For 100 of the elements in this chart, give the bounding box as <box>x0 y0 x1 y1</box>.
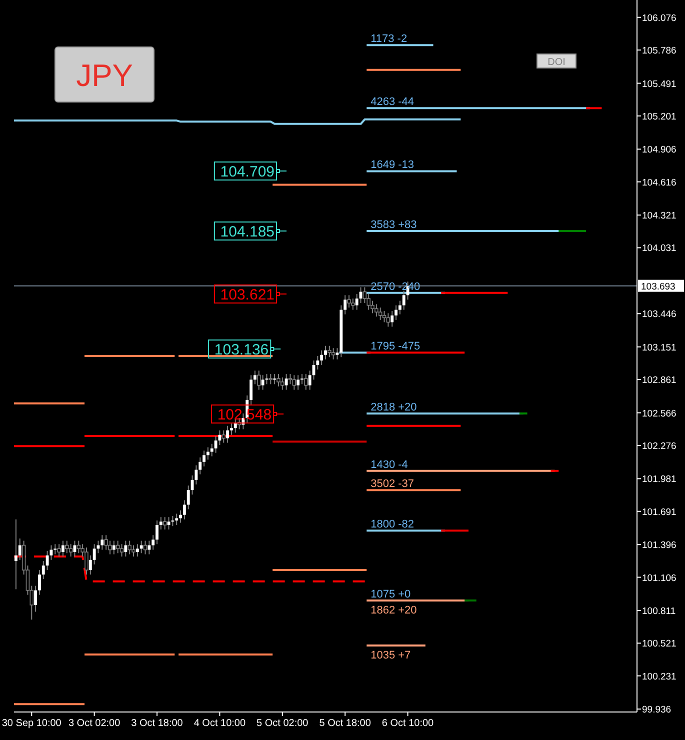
annotation: 1173 -2 <box>370 33 408 46</box>
candlestick <box>320 350 324 366</box>
candlestick <box>84 547 88 576</box>
annotation: JPY <box>76 58 133 93</box>
y-tick-label: 105.201 <box>642 111 676 122</box>
annotation: 103.136 <box>214 342 269 358</box>
y-tick-label: 102.861 <box>642 375 676 386</box>
candlestick <box>331 348 336 360</box>
candlestick <box>210 443 214 457</box>
annotation: 1649 -13 <box>370 159 414 172</box>
annotation: 1430 -4 <box>370 458 408 471</box>
candlestick <box>76 540 81 554</box>
candlestick <box>250 374 253 405</box>
candlestick <box>402 290 406 310</box>
candlestick <box>152 534 155 550</box>
annotation: 4263 -44 <box>370 96 414 108</box>
y-tick-label: 103.151 <box>642 342 676 354</box>
candlestick <box>202 450 206 467</box>
annotation: 2818 +20 <box>370 401 417 414</box>
y-tick-label: 101.396 <box>642 540 676 552</box>
annotation: 1795 -475 <box>370 340 420 353</box>
candlestick <box>57 544 61 558</box>
candlestick <box>304 374 308 390</box>
annotation: 1800 -82 <box>370 518 414 531</box>
y-tick-label: 106.076 <box>642 12 676 24</box>
candlestick <box>156 520 158 545</box>
candlestick <box>148 540 151 555</box>
candlestick <box>171 515 174 527</box>
candlestick <box>280 376 284 390</box>
candlestick <box>54 544 57 555</box>
candlestick <box>182 500 186 520</box>
candlestick <box>261 374 264 390</box>
candlestick <box>92 544 96 565</box>
candlestick <box>159 516 162 530</box>
candlestick <box>344 294 347 315</box>
y-tick-label: 102.566 <box>642 408 676 420</box>
y-tick-label: 100.521 <box>642 638 676 650</box>
candlestick <box>88 554 92 576</box>
x-tick-label: 4 Oct 10:00 <box>194 718 246 729</box>
annotation: 1075 +0 <box>370 588 411 600</box>
candlestick <box>112 540 116 555</box>
x-tick-label: 5 Oct 18:00 <box>319 718 372 729</box>
candlestick <box>347 294 351 308</box>
candlestick <box>390 310 394 328</box>
candlestick <box>374 304 378 318</box>
annotation: 1862 +20 <box>370 604 417 616</box>
candlestick <box>132 544 136 558</box>
annotation: DOI <box>548 57 566 68</box>
candlestick <box>100 534 104 550</box>
candlestick <box>382 310 386 323</box>
annotation: 3502 -37 <box>370 478 414 490</box>
candlestick <box>68 544 73 558</box>
x-tick-label: 5 Oct 02:00 <box>256 718 309 729</box>
candlestick <box>120 544 124 558</box>
candlestick <box>14 518 18 590</box>
candlestick <box>206 446 210 460</box>
candlestick <box>222 430 226 444</box>
y-tick-label: 104.321 <box>642 210 676 222</box>
candlestick <box>136 544 139 558</box>
candlestick <box>378 307 382 320</box>
candlestick <box>284 374 288 390</box>
annotation: 104.185 <box>220 224 275 240</box>
x-tick-label: 6 Oct 10:00 <box>382 718 434 729</box>
candlestick <box>351 298 355 310</box>
candlestick <box>65 540 69 554</box>
candlestick <box>273 374 276 385</box>
candlestick <box>179 510 182 524</box>
y-tick-label: 99.936 <box>642 704 672 716</box>
y-tick-label: 103.446 <box>642 309 676 320</box>
y-tick-label: 101.691 <box>642 506 676 518</box>
y-tick-label: 104.616 <box>642 177 676 188</box>
annotation: 1035 +7 <box>370 650 411 662</box>
candlestick <box>296 374 300 390</box>
y-tick-label: 104.906 <box>642 144 676 156</box>
y-tick-label: 101.106 <box>642 572 676 584</box>
candlestick <box>34 585 38 612</box>
annotation: 104.709 <box>220 164 275 180</box>
y-tick-label: 100.231 <box>642 671 676 682</box>
candlestick <box>328 345 332 358</box>
candlestick <box>355 294 358 310</box>
y-tick-label: 101.981 <box>642 474 676 486</box>
annotation: 103.621 <box>220 286 275 304</box>
candlestick <box>143 540 148 555</box>
y-tick-label: 105.491 <box>642 78 676 90</box>
candlestick <box>230 423 233 436</box>
candlestick <box>257 370 261 390</box>
candlestick <box>268 374 273 385</box>
candlestick <box>398 300 402 315</box>
candlestick <box>198 456 202 475</box>
y-tick-label: 105.786 <box>642 46 676 57</box>
ref-line-label: 103.693 <box>641 281 676 292</box>
candlestick <box>186 485 190 510</box>
candlestick <box>316 356 320 370</box>
y-tick-label: 100.811 <box>642 606 676 617</box>
candlestick <box>42 560 45 580</box>
candlestick <box>104 534 108 550</box>
candlestick <box>124 540 128 558</box>
candlestick <box>116 540 120 554</box>
y-tick-label: 104.031 <box>642 243 676 254</box>
x-tick-label: 30 Sep 10:00 <box>2 718 62 729</box>
